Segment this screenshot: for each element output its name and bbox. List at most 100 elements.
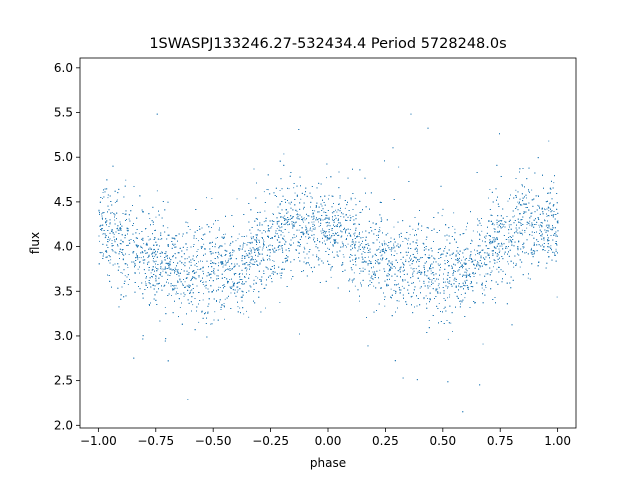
data-point	[302, 220, 304, 222]
data-point	[206, 197, 207, 199]
data-point	[114, 219, 116, 221]
data-point	[452, 331, 453, 332]
data-point	[384, 244, 386, 246]
data-point	[100, 252, 102, 254]
data-point	[525, 203, 527, 205]
data-point	[400, 267, 402, 269]
data-point	[429, 285, 431, 287]
data-point	[202, 260, 203, 262]
data-point	[320, 230, 322, 232]
data-point	[421, 230, 422, 231]
data-point	[229, 279, 231, 280]
data-point	[271, 272, 273, 274]
data-point	[186, 247, 188, 248]
data-point	[218, 275, 219, 277]
data-point	[245, 262, 246, 264]
data-point	[450, 322, 452, 324]
data-point	[128, 218, 130, 220]
data-point	[492, 253, 494, 254]
data-point	[354, 285, 356, 287]
data-point	[417, 248, 418, 250]
data-point	[410, 267, 412, 269]
data-point	[210, 323, 212, 325]
data-point	[223, 270, 225, 272]
data-point	[358, 248, 360, 250]
data-point	[317, 238, 318, 240]
data-point	[268, 258, 270, 259]
data-point	[246, 270, 247, 272]
data-point	[250, 255, 252, 257]
data-point	[438, 278, 439, 280]
data-point	[272, 260, 274, 261]
data-point	[303, 221, 304, 223]
data-point	[368, 256, 369, 258]
data-point	[340, 216, 342, 217]
data-point	[379, 246, 381, 248]
data-point	[147, 262, 149, 264]
data-point	[475, 254, 476, 256]
data-point	[267, 235, 269, 237]
data-point	[254, 259, 256, 260]
data-point	[471, 239, 472, 241]
data-point	[126, 229, 128, 231]
data-point	[293, 187, 295, 189]
data-point	[481, 287, 483, 289]
data-point	[550, 188, 552, 190]
data-point	[181, 269, 182, 270]
data-point	[246, 310, 247, 312]
data-point	[354, 235, 355, 237]
data-point	[152, 284, 154, 286]
data-point	[395, 293, 397, 294]
data-point	[452, 226, 454, 227]
data-point	[305, 225, 307, 227]
data-point	[531, 247, 532, 249]
data-point	[472, 230, 474, 232]
data-point	[219, 246, 220, 248]
data-point	[419, 280, 421, 282]
data-point	[319, 258, 321, 260]
data-point	[342, 254, 344, 256]
data-point	[279, 272, 281, 274]
data-point	[415, 257, 417, 259]
data-point	[556, 296, 558, 298]
data-point	[181, 256, 183, 257]
data-point	[263, 245, 264, 247]
data-point	[313, 221, 315, 223]
data-point	[324, 243, 326, 245]
chart-title: 1SWASPJ133246.27-532434.4 Period 5728248…	[149, 36, 506, 52]
data-point	[449, 296, 450, 298]
data-point	[331, 212, 333, 214]
data-point	[332, 218, 333, 220]
data-point	[173, 285, 175, 287]
data-point	[493, 224, 495, 226]
data-point	[408, 237, 410, 239]
data-point	[399, 244, 401, 246]
data-point	[449, 280, 451, 282]
data-point	[496, 261, 498, 263]
data-point	[479, 274, 481, 276]
data-point	[344, 245, 346, 246]
data-point	[204, 285, 206, 287]
data-point	[276, 228, 278, 229]
data-point	[326, 225, 328, 227]
data-point	[393, 245, 395, 247]
data-point	[302, 232, 304, 234]
data-point	[161, 251, 163, 253]
data-point	[342, 264, 344, 265]
data-point	[223, 264, 225, 266]
data-point	[218, 286, 220, 288]
data-point	[487, 248, 488, 249]
data-point	[315, 244, 317, 245]
data-point	[402, 241, 404, 242]
data-point	[316, 254, 318, 256]
data-point	[177, 280, 178, 282]
data-point	[234, 265, 236, 267]
data-point	[496, 223, 498, 225]
data-point	[461, 264, 463, 266]
data-point	[412, 273, 413, 275]
data-point	[459, 260, 460, 262]
data-point	[109, 239, 110, 241]
data-point	[430, 270, 432, 272]
data-point	[309, 229, 311, 231]
data-point	[447, 297, 448, 299]
